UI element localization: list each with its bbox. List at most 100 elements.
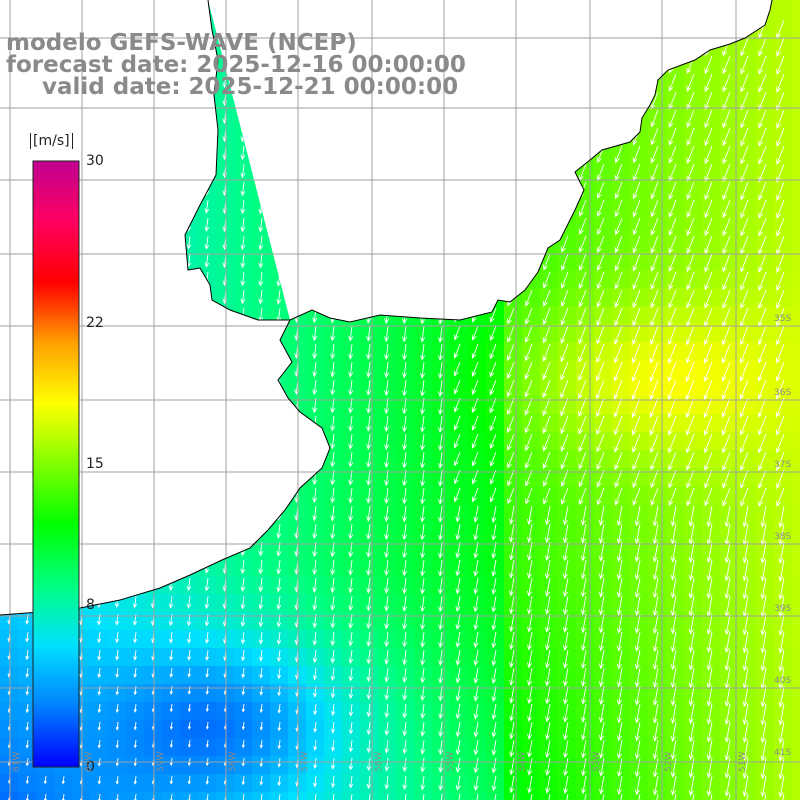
wind-arrow <box>114 361 120 375</box>
speed-cell <box>414 18 433 37</box>
speed-cell <box>162 252 181 271</box>
speed-cell <box>540 630 559 649</box>
speed-cell <box>702 756 721 775</box>
wind-arrow <box>132 361 138 376</box>
wind-arrow <box>133 739 137 749</box>
wind-arrow <box>652 793 659 800</box>
speed-cell <box>684 180 703 199</box>
wind-arrow <box>599 793 605 800</box>
wind-arrow <box>438 487 444 505</box>
wind-arrow <box>632 55 641 74</box>
speed-cell <box>540 198 559 217</box>
speed-cell <box>414 198 433 217</box>
wind-arrow <box>724 559 731 582</box>
wind-arrow <box>758 55 767 75</box>
speed-cell <box>792 108 800 127</box>
wind-arrow <box>330 577 336 594</box>
speed-cell <box>756 90 775 109</box>
wind-arrow <box>580 595 587 616</box>
speed-cell <box>486 540 505 559</box>
speed-cell <box>522 378 541 397</box>
wind-arrow <box>489 343 497 360</box>
wind-arrow <box>596 199 605 218</box>
wind-arrow <box>438 163 444 181</box>
speed-cell <box>468 576 487 595</box>
wind-arrow <box>366 415 372 432</box>
speed-cell <box>684 522 703 541</box>
speed-cell <box>522 288 541 307</box>
speed-cell <box>540 738 559 757</box>
wind-arrow <box>489 145 497 161</box>
speed-cell <box>90 288 109 307</box>
wind-arrow <box>114 487 120 501</box>
wind-arrow <box>276 631 282 645</box>
speed-cell <box>144 558 163 577</box>
wind-arrow <box>205 703 209 713</box>
speed-cell <box>558 432 577 451</box>
wind-arrow <box>758 73 767 93</box>
wind-arrow <box>634 775 641 796</box>
wind-arrow <box>703 433 713 454</box>
latitude-label: 38S <box>774 532 792 542</box>
wind-arrow <box>668 127 677 146</box>
wind-arrow <box>525 253 533 271</box>
speed-cell <box>216 378 235 397</box>
wind-arrow <box>186 163 192 178</box>
speed-cell <box>666 738 685 757</box>
wind-arrow <box>25 109 30 122</box>
wind-arrow <box>688 631 695 653</box>
wind-arrow <box>632 271 641 290</box>
wind-arrow <box>330 235 336 252</box>
speed-cell <box>270 792 289 800</box>
speed-cell <box>450 0 469 19</box>
wind-arrow <box>348 703 354 717</box>
speed-cell <box>648 558 667 577</box>
speed-cell <box>270 180 289 199</box>
speed-cell <box>432 288 451 307</box>
wind-arrow <box>276 199 282 215</box>
wind-arrow <box>168 415 174 430</box>
wind-arrow <box>25 595 30 608</box>
speed-cell <box>720 198 739 217</box>
speed-cell <box>738 126 757 145</box>
wind-arrow <box>240 451 246 467</box>
wind-arrow <box>489 235 497 251</box>
speed-cell <box>144 540 163 559</box>
wind-arrow <box>543 217 551 235</box>
speed-cell <box>630 450 649 469</box>
wind-arrow <box>650 253 659 272</box>
wind-arrow <box>204 289 210 304</box>
speed-cell <box>540 180 559 199</box>
wind-arrow <box>25 649 30 661</box>
speed-cell <box>756 504 775 523</box>
wind-arrow <box>348 181 354 198</box>
wind-arrow <box>366 109 372 126</box>
wind-arrow <box>740 109 749 129</box>
wind-arrow <box>652 595 659 617</box>
wind-arrow <box>384 505 390 523</box>
speed-cell <box>252 126 271 145</box>
wind-arrow <box>740 91 749 111</box>
speed-cell <box>666 18 685 37</box>
speed-cell <box>630 18 649 37</box>
wind-arrow <box>688 703 695 725</box>
wind-arrow <box>778 757 785 780</box>
wind-arrow <box>722 289 731 309</box>
speed-cell <box>144 108 163 127</box>
wind-arrow <box>25 325 30 338</box>
speed-cell <box>594 0 613 19</box>
speed-cell <box>468 234 487 253</box>
speed-cell <box>180 288 199 307</box>
speed-cell <box>468 90 487 109</box>
wind-arrow <box>670 667 677 689</box>
wind-arrow <box>742 703 749 726</box>
wind-arrow <box>312 451 318 468</box>
colorbar-scale <box>32 160 80 768</box>
wind-arrow <box>616 739 623 760</box>
wind-arrow <box>506 325 515 343</box>
speed-cell <box>774 432 793 451</box>
wind-arrow <box>525 109 533 127</box>
speed-cell <box>558 342 577 361</box>
wind-arrow <box>169 667 174 678</box>
speed-cell <box>450 540 469 559</box>
